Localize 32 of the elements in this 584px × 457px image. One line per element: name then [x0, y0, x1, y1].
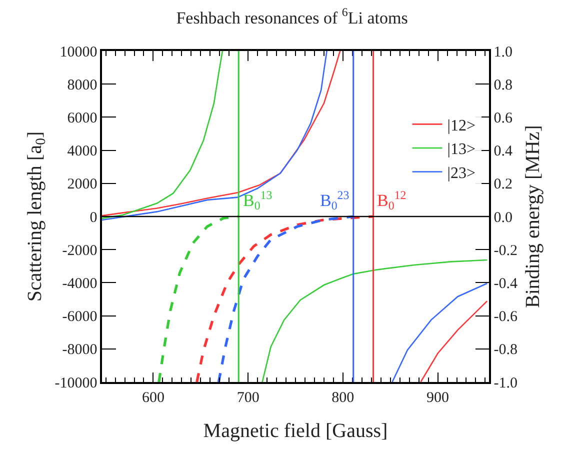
y-tick-label: 6000 [67, 110, 98, 126]
y2-tick-label: -1.0 [494, 375, 518, 392]
x-tick-label: 900 [426, 390, 450, 406]
x-tick-label: 600 [142, 390, 164, 406]
y2-tick-label: -0.8 [494, 342, 518, 358]
y2-tick-label: 0.2 [494, 176, 512, 193]
legend-label: |23> [447, 165, 476, 182]
y-tick-label: 10000 [60, 44, 98, 60]
y2-tick-label: 0.8 [494, 77, 512, 94]
y2-tick-label: 0.4 [494, 144, 513, 160]
y2-tick-label: -0.2 [494, 242, 518, 259]
y-tick-label: -4000 [62, 276, 98, 292]
y-tick-label: 0 [90, 210, 98, 226]
y-tick-label: -8000 [62, 342, 98, 358]
chart-title: Feshbach resonances of $^{6}$Li atoms [176, 5, 408, 28]
y-tick-label: -10000 [54, 375, 98, 392]
x-axis-title: Magnetic field [Gauss] [203, 420, 388, 442]
y2-tick-label: 0.6 [494, 110, 513, 126]
y-tick-label: -6000 [62, 309, 98, 326]
y2-axis-title: Binding energy [MHz] [522, 125, 544, 308]
y2-tick-label: 1.0 [494, 44, 512, 60]
x-tick-label: 800 [332, 390, 354, 406]
legend-label: |13> [447, 141, 476, 158]
y-tick-label: -2000 [62, 242, 98, 259]
legend-label: |12> [447, 117, 476, 134]
x-tick-label: 700 [236, 390, 260, 406]
y-tick-label: 4000 [67, 144, 98, 160]
y-tick-label: 2000 [67, 176, 98, 193]
y-tick-label: 8000 [67, 77, 98, 94]
y2-tick-label: -0.6 [494, 309, 518, 326]
y2-tick-label: 0.0 [494, 210, 512, 226]
y2-tick-label: -0.4 [494, 276, 518, 292]
